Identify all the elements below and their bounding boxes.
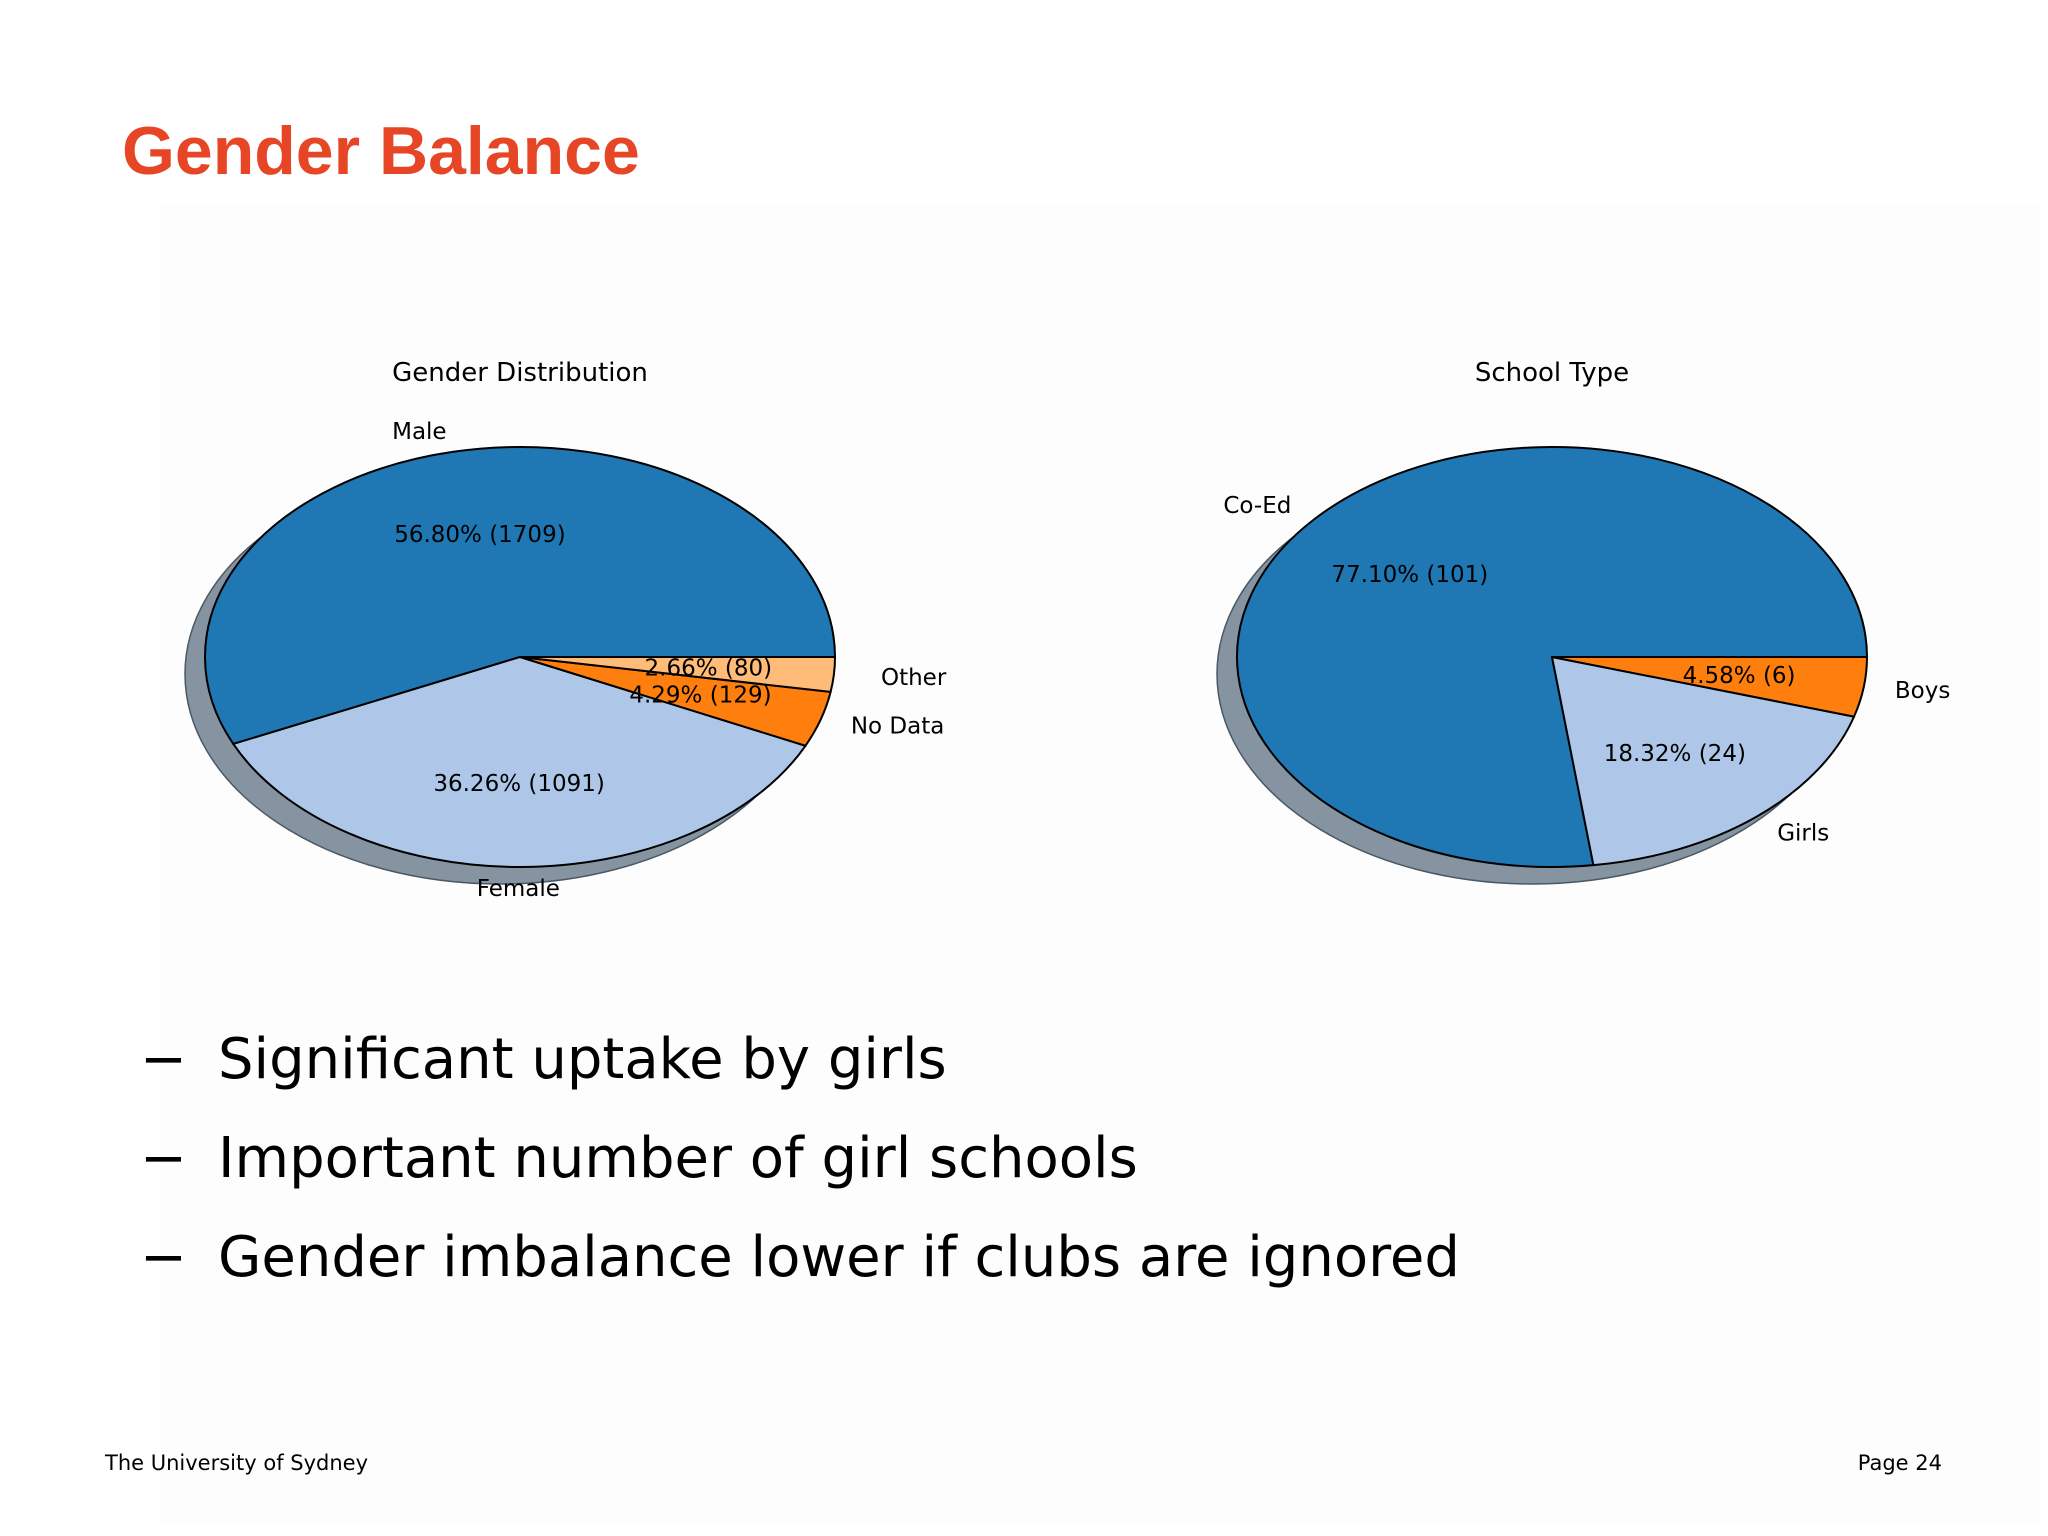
bullet-item: − Important number of girl schools [140, 1109, 1460, 1208]
slide-title: Gender Balance [122, 113, 640, 189]
footer-page-number: Page 24 [1857, 1451, 1942, 1475]
pie-slice [1551, 656, 1868, 718]
bullet-item: − Gender imbalance lower if clubs are ig… [140, 1208, 1460, 1307]
pie-slice [232, 656, 807, 868]
bullet-text: Significant uptake by girls [218, 1027, 947, 1092]
pie-slice [204, 446, 836, 745]
pie-slice [519, 656, 836, 693]
slice-percent-label: 36.26% (1091) [433, 771, 605, 797]
slice-percent-label: 77.10% (101) [1331, 562, 1488, 588]
slice-label: Other [881, 665, 947, 691]
bullet-marker: − [140, 1126, 187, 1191]
slice-label: Male [392, 419, 446, 445]
bullet-list: − Significant uptake by girls − Importan… [140, 1010, 1460, 1307]
charts-panel: Gender Distribution Male 56.80% (1709) Fema… [160, 205, 2040, 1525]
pie-charts: Gender Distribution Male 56.80% (1709) Fema… [184, 358, 1950, 902]
slice-percent-label: 2.66% (80) [645, 656, 773, 682]
slice-label: Female [477, 876, 560, 902]
slice-label: Boys [1895, 678, 1950, 704]
pie-slice [1236, 446, 1868, 868]
slice-label: Girls [1777, 821, 1829, 847]
slice-percent-label: 18.32% (24) [1604, 741, 1746, 767]
bullet-text: Important number of girl schools [218, 1126, 1138, 1191]
slice-percent-label: 4.58% (6) [1683, 663, 1796, 689]
slice-label: No Data [851, 714, 945, 740]
chart-title: School Type [1475, 358, 1629, 388]
slice-percent-label: 4.29% (129) [629, 682, 771, 708]
pie-slice [1551, 656, 1856, 867]
bullet-item: − Significant uptake by girls [140, 1010, 1460, 1109]
footer-institution: The University of Sydney [105, 1451, 369, 1475]
bullet-marker: − [140, 1027, 187, 1092]
slice-label: Co-Ed [1223, 493, 1291, 519]
bullet-marker: − [140, 1225, 187, 1290]
bullet-text: Gender imbalance lower if clubs are igno… [218, 1225, 1460, 1290]
chart-title: Gender Distribution [392, 358, 648, 388]
slice-percent-label: 56.80% (1709) [394, 522, 566, 548]
